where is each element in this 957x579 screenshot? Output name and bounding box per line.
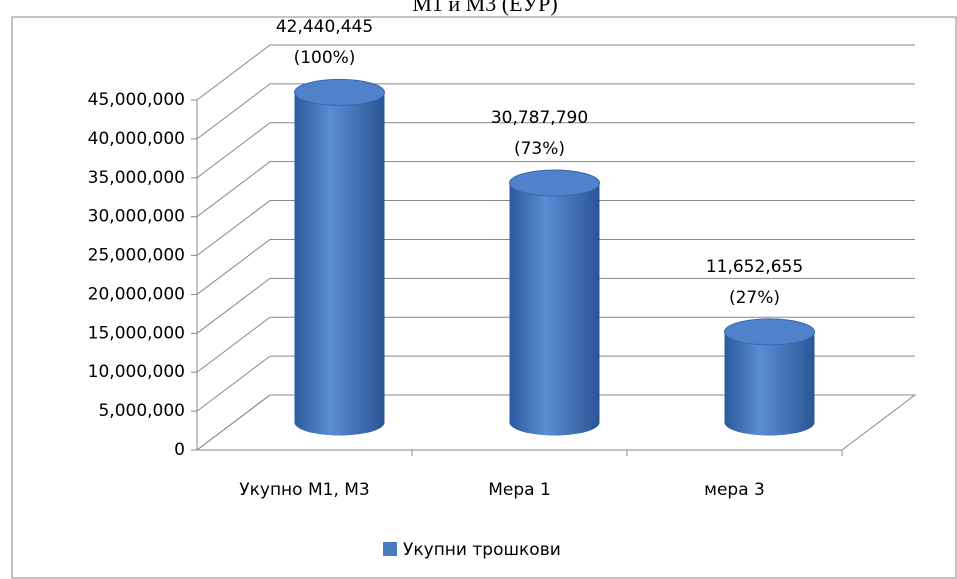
grid-line xyxy=(196,161,915,218)
chart-border xyxy=(11,16,957,579)
chart-title: М1 и М3 (ЕУР) xyxy=(412,0,557,16)
grid-line xyxy=(196,200,915,256)
y-tick-label: 45,000,000 xyxy=(88,90,185,110)
y-tick-label: 15,000,000 xyxy=(88,323,185,343)
grid-line xyxy=(196,122,915,179)
grid-line xyxy=(196,83,915,140)
y-tick-label: 5,000,000 xyxy=(98,401,185,421)
y-tick-label: 40,000,000 xyxy=(88,129,185,149)
x-tick-label: Мера 1 xyxy=(488,480,551,500)
cylinder-top xyxy=(509,169,600,197)
y-tick-label: 0 xyxy=(174,440,185,460)
cylinder-body xyxy=(509,183,600,436)
y-tick-label: 10,000,000 xyxy=(88,362,185,382)
y-tick-label: 20,000,000 xyxy=(88,284,185,304)
grid-line xyxy=(196,277,915,334)
grid-line xyxy=(196,316,915,373)
value-label: 42,440,445 (100%) xyxy=(275,17,374,69)
cylinder-body xyxy=(294,92,385,436)
cylinder-top xyxy=(724,318,815,346)
y-tick-label: 35,000,000 xyxy=(88,168,185,188)
grid-line xyxy=(196,394,915,451)
cylinder-top xyxy=(294,78,385,106)
x-tick-label: мера 3 xyxy=(704,480,765,500)
value-label: 11,652,655 (27%) xyxy=(705,256,804,308)
legend-label: Укупни трошкови xyxy=(403,540,561,560)
y-tick-label: 30,000,000 xyxy=(88,207,185,227)
grid-line xyxy=(196,44,915,101)
grid-line xyxy=(196,355,915,412)
grid-line xyxy=(196,238,915,295)
value-label: 30,787,790 (73%) xyxy=(490,108,589,160)
legend-swatch xyxy=(383,542,397,556)
x-tick-label: Укупно М1, М3 xyxy=(239,480,370,500)
y-tick-label: 25,000,000 xyxy=(88,246,185,266)
cylinder-body xyxy=(724,331,815,436)
